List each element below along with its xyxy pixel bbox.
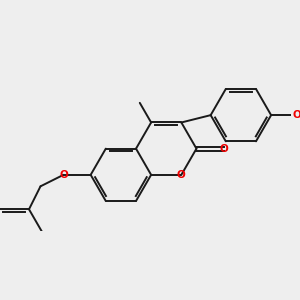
Text: O: O [177,170,186,180]
Text: O: O [292,110,300,120]
Text: O: O [59,170,68,180]
Text: O: O [219,144,228,154]
